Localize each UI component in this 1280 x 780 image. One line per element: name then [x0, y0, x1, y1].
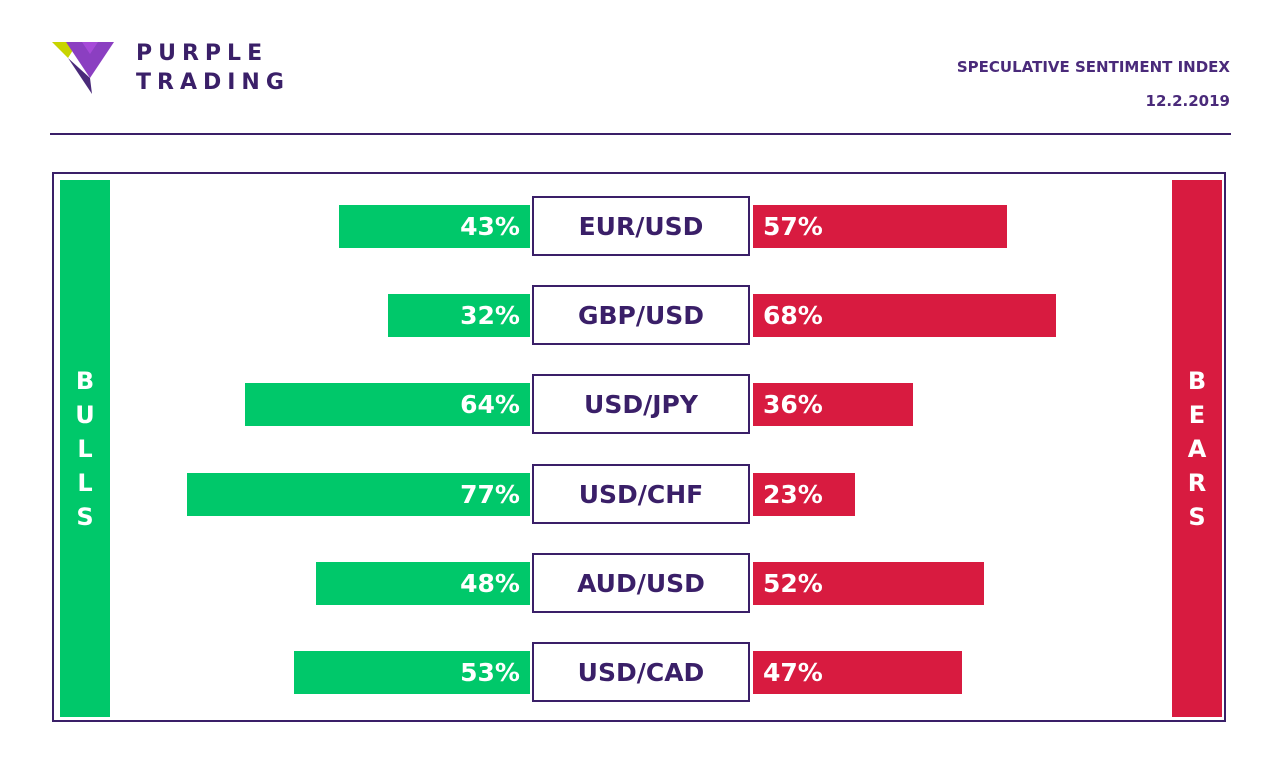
bull-bar: 53% — [294, 651, 530, 694]
logo-triangle-icon — [52, 42, 114, 94]
bears-letter: R — [1187, 468, 1207, 497]
bull-bar: 48% — [316, 562, 530, 605]
bear-bar: 47% — [753, 651, 963, 694]
purple-trading-logo: PURPLE TRADING — [52, 40, 312, 100]
bulls-letter: S — [76, 502, 94, 531]
bear-bar: 23% — [753, 473, 856, 516]
bears-letter: B — [1187, 366, 1207, 395]
bull-bar: 32% — [387, 294, 530, 337]
bear-bar: 52% — [753, 562, 985, 605]
currency-pair-label: USD/CAD — [532, 642, 750, 702]
currency-pair-label: USD/CHF — [532, 464, 750, 524]
bull-bar: 77% — [187, 473, 530, 516]
header-divider — [50, 133, 1231, 135]
bull-bar: 43% — [338, 205, 530, 248]
currency-pair-label: AUD/USD — [532, 553, 750, 613]
logo-word-purple: PURPLE — [136, 41, 269, 66]
bears-letter: S — [1188, 502, 1206, 531]
bear-bar: 57% — [753, 205, 1007, 248]
currency-pair-label: GBP/USD — [532, 285, 750, 345]
bulls-letter: U — [75, 400, 95, 429]
currency-pair-label: USD/JPY — [532, 374, 750, 434]
bull-bar: 64% — [245, 383, 530, 426]
chart-title: SPECULATIVE SENTIMENT INDEX — [956, 58, 1230, 76]
bears-letter: E — [1188, 400, 1206, 429]
bear-bar: 36% — [753, 383, 914, 426]
bulls-letter: L — [77, 468, 93, 497]
bears-letter: A — [1187, 434, 1207, 463]
bulls-letter: B — [75, 366, 95, 395]
currency-pair-label: EUR/USD — [532, 196, 750, 256]
bulls-letter: L — [77, 434, 93, 463]
chart-date: 12.2.2019 — [1145, 92, 1230, 110]
chart-frame — [52, 172, 1226, 722]
bear-bar: 68% — [753, 294, 1056, 337]
logo-word-trading: TRADING — [136, 70, 290, 95]
